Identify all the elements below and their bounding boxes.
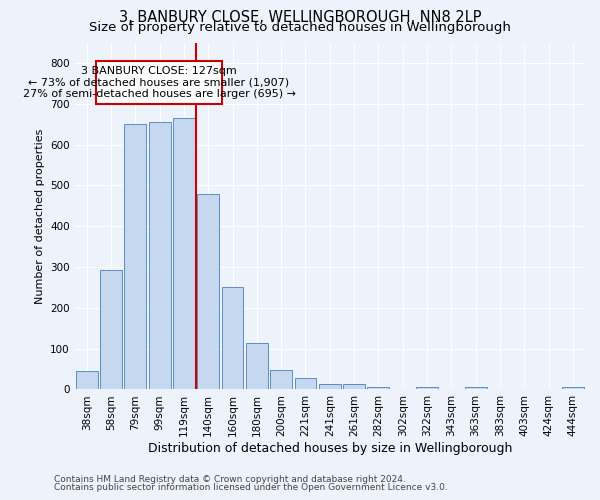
Bar [221,286,244,390]
Bar [440,388,462,390]
Bar [295,378,316,390]
Bar [149,122,170,390]
Text: Contains HM Land Registry data © Crown copyright and database right 2024.: Contains HM Land Registry data © Crown c… [54,475,406,484]
Bar [367,386,389,390]
Bar [513,388,535,390]
Bar [270,370,292,390]
Bar [124,124,146,390]
Bar [173,118,195,390]
Y-axis label: Number of detached properties: Number of detached properties [35,128,44,304]
Bar [76,371,98,390]
Bar [538,388,559,390]
Bar [392,388,413,390]
X-axis label: Distribution of detached houses by size in Wellingborough: Distribution of detached houses by size … [148,442,512,455]
Bar [416,386,438,390]
Text: 3, BANBURY CLOSE, WELLINGBOROUGH, NN8 2LP: 3, BANBURY CLOSE, WELLINGBOROUGH, NN8 2L… [119,10,481,25]
Bar [562,386,584,390]
Bar [100,270,122,390]
Bar [464,386,487,390]
Bar [343,384,365,390]
Text: Size of property relative to detached houses in Wellingborough: Size of property relative to detached ho… [89,21,511,34]
Bar [319,384,341,390]
Text: 3 BANBURY CLOSE: 127sqm
← 73% of detached houses are smaller (1,907)
27% of semi: 3 BANBURY CLOSE: 127sqm ← 73% of detache… [23,66,296,99]
Bar [197,194,219,390]
Bar [489,388,511,390]
Bar [97,61,221,104]
Bar [246,344,268,390]
Text: Contains public sector information licensed under the Open Government Licence v3: Contains public sector information licen… [54,484,448,492]
